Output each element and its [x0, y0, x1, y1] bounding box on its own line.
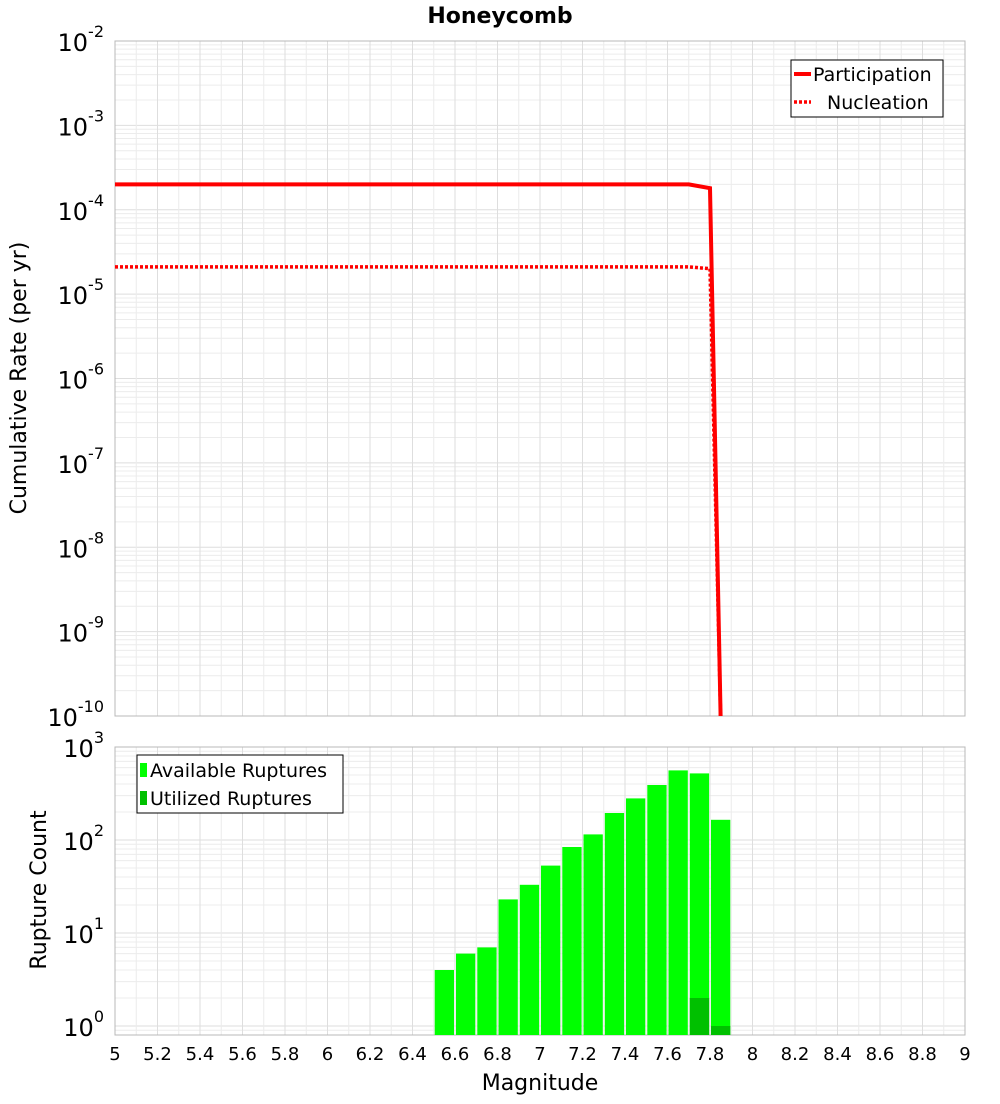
bottom-y-tick-label: 102 — [63, 821, 104, 856]
bottom-y-tick-label: 103 — [63, 728, 104, 763]
legend-swatch-available — [140, 763, 147, 777]
bar-available — [498, 899, 518, 1035]
top-y-tick-label: 10-10 — [47, 697, 104, 732]
x-tick-label: 5.6 — [228, 1044, 257, 1065]
x-tick-label: 7.6 — [653, 1044, 682, 1065]
bar-available — [668, 770, 688, 1035]
bar-available — [541, 865, 561, 1035]
top-y-tick-label: 10-4 — [58, 191, 105, 226]
top-y-tick-label: 10-9 — [58, 613, 105, 648]
bar-available — [434, 970, 454, 1035]
top-legend-box — [790, 59, 944, 118]
x-tick-label: 7.8 — [696, 1044, 725, 1065]
x-tick-label: 8.8 — [908, 1044, 937, 1065]
legend-label-available: Available Ruptures — [150, 760, 327, 782]
top-y-tick-exponent: -8 — [88, 528, 104, 547]
chart-title: Honeycomb — [427, 4, 572, 29]
bar-available — [456, 953, 476, 1035]
bar-available — [604, 813, 625, 1035]
series-line-participation — [115, 182, 723, 717]
bar-available — [562, 847, 582, 1035]
x-tick-label: 5.4 — [186, 1044, 215, 1065]
x-tick-label: 5.2 — [143, 1044, 172, 1065]
x-tick-label: 6 — [322, 1044, 333, 1065]
x-tick-label: 8.6 — [866, 1044, 895, 1065]
x-axis-label: Magnitude — [482, 1071, 599, 1096]
bar-available — [711, 819, 731, 1035]
bar-available — [647, 785, 667, 1035]
top-y-tick-label: 10-5 — [58, 275, 105, 310]
legend-label-utilized: Utilized Ruptures — [150, 788, 312, 810]
top-y-tick-exponent: -4 — [88, 191, 104, 210]
legend-label-participation: Participation — [813, 64, 932, 86]
x-tick-label: 8.2 — [781, 1044, 810, 1065]
bar-available — [519, 884, 540, 1035]
top-y-tick-exponent: -3 — [88, 106, 104, 125]
legend-label-nucleation: Nucleation — [827, 92, 929, 114]
bar-utilized — [689, 998, 710, 1035]
bottom-y-tick-label: 101 — [63, 914, 104, 949]
legend-swatch-utilized — [140, 791, 147, 805]
top-y-tick-label: 10-6 — [58, 360, 105, 395]
top-y-tick-exponent: -7 — [88, 444, 104, 463]
x-tick-label: 6.4 — [398, 1044, 427, 1065]
x-tick-label: 6.6 — [441, 1044, 470, 1065]
bottom-y-tick-exponent: 2 — [94, 821, 104, 840]
top-y-tick-label: 10-7 — [58, 444, 105, 479]
bar-available — [626, 798, 646, 1035]
top-y-tick-label: 10-2 — [58, 22, 105, 57]
top-plot-frame — [114, 40, 966, 717]
x-tick-label: 7 — [534, 1044, 545, 1065]
x-tick-label: 7.2 — [568, 1044, 597, 1065]
bottom-y-tick-exponent: 1 — [94, 914, 104, 933]
top-y-tick-label: 10-3 — [58, 106, 105, 141]
top-y-tick-exponent: -6 — [88, 360, 104, 379]
top-y-tick-exponent: -2 — [88, 22, 104, 41]
series-line-nucleation — [115, 265, 723, 717]
x-tick-label: 8 — [747, 1044, 758, 1065]
bottom-y-tick-label: 100 — [63, 1007, 104, 1042]
bar-available — [477, 947, 497, 1035]
top-y-tick-label: 10-8 — [58, 528, 105, 563]
x-tick-label: 8.4 — [823, 1044, 852, 1065]
bottom-y-tick-exponent: 0 — [94, 1007, 104, 1026]
bottom-y-axis-label: Rupture Count — [27, 810, 52, 970]
x-tick-label: 5.8 — [271, 1044, 300, 1065]
top-y-axis-label: Cumulative Rate (per yr) — [7, 242, 32, 515]
x-tick-label: 5 — [109, 1044, 120, 1065]
top-y-tick-exponent: -9 — [88, 613, 104, 632]
bottom-y-tick-exponent: 3 — [94, 728, 104, 747]
x-tick-label: 6.8 — [483, 1044, 512, 1065]
top-y-tick-exponent: -5 — [88, 275, 104, 294]
bottom-legend-box — [136, 754, 344, 814]
bar-available — [689, 773, 710, 1035]
bottom-plot-frame — [114, 746, 966, 1036]
x-tick-label: 6.2 — [356, 1044, 385, 1065]
top-y-tick-exponent: -10 — [78, 697, 104, 716]
bar-utilized — [711, 1026, 731, 1035]
x-tick-label: 9 — [959, 1044, 970, 1065]
bar-available — [583, 834, 603, 1035]
x-tick-label: 7.4 — [611, 1044, 640, 1065]
